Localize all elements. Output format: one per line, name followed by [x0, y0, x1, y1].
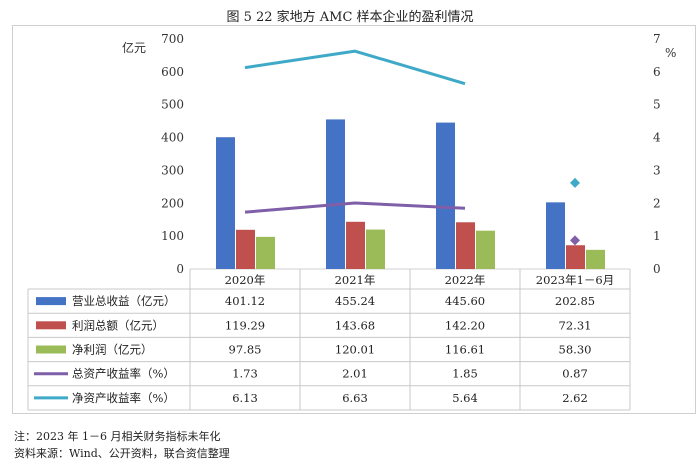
data-label: 119.29 [225, 318, 265, 332]
bar [236, 229, 255, 269]
right-tick-label: 1 [653, 229, 661, 243]
data-label: 58.30 [559, 343, 592, 357]
footnote: 注：2023 年 1－6 月相关财务指标未年化 [14, 430, 221, 443]
legend-label: 营业总收益（亿元） [72, 294, 176, 308]
left-tick-label: 200 [161, 196, 184, 210]
right-tick-label: 4 [653, 131, 661, 145]
legend-label: 净资产收益率（%） [72, 391, 175, 405]
data-label: 445.60 [445, 294, 485, 308]
data-label: 116.61 [445, 343, 485, 357]
line-point-marker [570, 177, 580, 188]
bar [326, 119, 345, 269]
source-note: 资料来源：Wind、公开资料，联合资信整理 [14, 447, 230, 460]
left-tick-label: 100 [161, 229, 184, 243]
data-label: 202.85 [555, 294, 595, 308]
bar [476, 230, 495, 269]
left-tick-label: 0 [176, 262, 184, 276]
data-label: 120.01 [335, 343, 375, 357]
data-label: 1.73 [232, 367, 258, 381]
category-label: 2023年1－6月 [536, 273, 614, 287]
category-label: 2020年 [225, 273, 266, 287]
bar [436, 122, 455, 270]
left-tick-label: 300 [161, 163, 184, 177]
data-label: 2.01 [342, 367, 368, 381]
category-label: 2021年 [335, 273, 376, 287]
left-tick-label: 500 [161, 98, 184, 112]
right-tick-label: 0 [653, 262, 661, 276]
left-tick-label: 400 [161, 131, 184, 145]
data-label: 0.87 [562, 367, 588, 381]
bar [346, 221, 365, 269]
left-tick-label: 700 [161, 32, 184, 46]
chart-svg: 亿元 % 0 100 200 300 400 500 600 700 0 1 2 3 4 5 6 7 2020年 20… [27, 32, 676, 411]
legend-label: 净利润（亿元） [72, 343, 153, 357]
right-tick-label: 3 [653, 163, 661, 177]
line-point-marker [570, 235, 580, 246]
data-label: 6.13 [232, 391, 258, 405]
left-axis-unit: 亿元 [122, 40, 146, 55]
data-label: 2.62 [562, 391, 588, 405]
data-label: 142.20 [445, 318, 485, 332]
right-tick-label: 6 [653, 65, 661, 79]
data-label: 72.31 [559, 318, 592, 332]
data-label: 401.12 [225, 294, 265, 308]
data-label: 6.63 [342, 391, 368, 405]
left-tick-label: 600 [161, 65, 184, 79]
data-label: 1.85 [452, 367, 478, 381]
bar [216, 137, 235, 269]
bar [366, 229, 385, 269]
series-line [244, 201, 466, 214]
legend-swatch [36, 321, 66, 330]
series-line [244, 49, 466, 86]
bar [566, 245, 585, 269]
right-tick-label: 7 [653, 32, 661, 46]
data-label: 5.64 [452, 391, 478, 405]
legend-swatch [36, 297, 66, 306]
chart-frame [12, 25, 696, 414]
bar [546, 202, 565, 269]
right-axis-unit: % [665, 46, 676, 60]
right-tick-label: 5 [653, 98, 661, 112]
bar [256, 236, 275, 269]
legend-label: 利润总额（亿元） [72, 318, 164, 332]
data-label: 97.85 [229, 343, 262, 357]
bar [456, 222, 475, 269]
legend-label: 总资产收益率（%） [72, 367, 175, 381]
category-label: 2022年 [445, 273, 486, 287]
right-tick-label: 2 [653, 196, 661, 210]
bar [586, 249, 605, 269]
data-label: 143.68 [335, 318, 375, 332]
figure-title: 图 5 22 家地方 AMC 样本企业的盈利情况 [226, 10, 474, 25]
legend-swatch [36, 345, 66, 354]
data-label: 455.24 [335, 294, 375, 308]
